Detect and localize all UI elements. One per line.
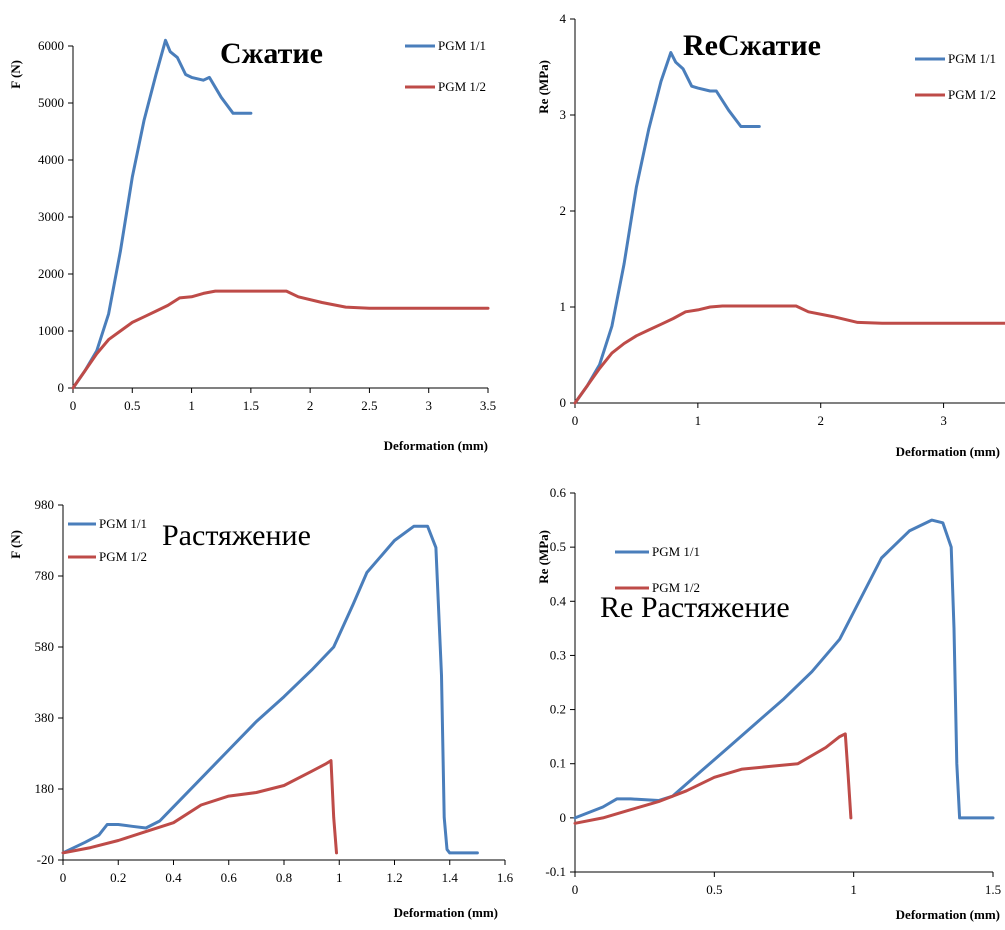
legend-label: PGM 1/2 bbox=[99, 549, 147, 564]
y-tick-label: 2 bbox=[560, 203, 567, 218]
x-tick-label: 1.2 bbox=[386, 870, 402, 885]
chart-tension-force: 0 0.2 0.4 0.6 0.8 1 1.2 1.4 1.6 -20 180 380 580 780 98… bbox=[8, 497, 514, 920]
y-tick-label: 1 bbox=[560, 299, 567, 314]
legend-label: PGM 1/2 bbox=[652, 580, 700, 595]
x-tick-label: 1.4 bbox=[442, 870, 459, 885]
y-tick-label: 1000 bbox=[38, 323, 64, 338]
y-tick-label: 3000 bbox=[38, 209, 64, 224]
y-tick-label: 2000 bbox=[38, 266, 64, 281]
y-tick-label: 0.2 bbox=[550, 702, 566, 717]
y-tick-label: 0 bbox=[560, 395, 567, 410]
y-tick-label: 380 bbox=[35, 710, 55, 725]
y-tick-label: 4000 bbox=[38, 152, 64, 167]
x-tick-label: 0.2 bbox=[110, 870, 126, 885]
series-line-pgm-1-1 bbox=[61, 524, 479, 855]
x-tick-label: 0 bbox=[572, 413, 579, 428]
legend-label: PGM 1/1 bbox=[652, 544, 700, 559]
x-tick-label: 1 bbox=[695, 413, 702, 428]
y-tick-label: 3 bbox=[560, 107, 567, 122]
y-axis-label: F (N) bbox=[8, 530, 23, 559]
x-tick-label: 1 bbox=[188, 398, 195, 413]
series-line-pgm-1-2 bbox=[573, 732, 853, 825]
y-axis-label: Re (MPa) bbox=[536, 60, 551, 114]
series-line-pgm-1-1 bbox=[71, 38, 253, 390]
y-tick-label: 6000 bbox=[38, 38, 64, 53]
x-axis-label: Deformation (mm) bbox=[384, 438, 488, 453]
chart-tension-stress: 0 0.5 1 1.5 -0.1 0 0.1 0.2 0.3 0.4 0.5 0.6 Deformati… bbox=[536, 485, 1001, 922]
x-tick-label: 0.5 bbox=[124, 398, 140, 413]
chart-title: Re Растяжение bbox=[600, 591, 790, 624]
x-tick-label: 0.4 bbox=[165, 870, 182, 885]
y-tick-label: 0.4 bbox=[550, 593, 567, 608]
y-tick-label: 0.1 bbox=[550, 756, 566, 771]
y-axis-label: F (N) bbox=[8, 60, 23, 89]
series-line-pgm-1-2 bbox=[573, 304, 1005, 405]
x-tick-label: 2 bbox=[817, 413, 824, 428]
legend-label: PGM 1/2 bbox=[438, 79, 486, 94]
y-tick-label: 780 bbox=[35, 568, 55, 583]
y-tick-label: 580 bbox=[35, 639, 55, 654]
y-tick-label: 0 bbox=[560, 810, 567, 825]
y-tick-label: -0.1 bbox=[545, 864, 566, 879]
chart-title: Растяжение bbox=[162, 519, 311, 552]
legend-label: PGM 1/2 bbox=[948, 87, 996, 102]
x-tick-label: 2.5 bbox=[361, 398, 377, 413]
x-tick-label: 3.5 bbox=[480, 398, 496, 413]
x-axis-label: Deformation (mm) bbox=[896, 444, 1000, 459]
x-tick-label: 0.8 bbox=[276, 870, 292, 885]
legend-label: PGM 1/1 bbox=[99, 516, 147, 531]
legend-label: PGM 1/1 bbox=[948, 51, 996, 66]
series-line-pgm-1-2 bbox=[61, 759, 338, 855]
x-tick-label: 0 bbox=[572, 882, 579, 897]
series-line-pgm-1-1 bbox=[573, 518, 995, 820]
y-tick-label: 980 bbox=[35, 497, 55, 512]
chart-compression-force: 0 0.5 1 1.5 2 2.5 3 3.5 0 1000 2000 3000 4000 5000 600… bbox=[8, 37, 496, 453]
y-tick-label: 0.5 bbox=[550, 539, 566, 554]
x-axis-label: Deformation (mm) bbox=[394, 905, 498, 920]
chart-compression-stress: 0 1 2 3 0 1 2 3 4 Deformation (mm) Re (MPa) PGM 1/1… bbox=[536, 11, 1005, 459]
x-tick-label: 1 bbox=[850, 882, 857, 897]
y-tick-label: 0.6 bbox=[550, 485, 567, 500]
x-tick-label: 0 bbox=[70, 398, 77, 413]
y-axis-label: Re (MPa) bbox=[536, 530, 551, 584]
x-tick-label: 1.5 bbox=[243, 398, 259, 413]
y-tick-label: 180 bbox=[35, 781, 55, 796]
x-tick-label: 3 bbox=[425, 398, 432, 413]
y-tick-label: 0.3 bbox=[550, 647, 566, 662]
x-tick-label: 0.6 bbox=[221, 870, 238, 885]
x-tick-label: 1.5 bbox=[985, 882, 1001, 897]
x-tick-label: 2 bbox=[307, 398, 314, 413]
series-line-pgm-1-1 bbox=[573, 51, 761, 405]
x-tick-label: 0 bbox=[60, 870, 67, 885]
y-tick-label: -20 bbox=[37, 852, 54, 867]
series-line-pgm-1-2 bbox=[71, 289, 490, 390]
x-tick-label: 1 bbox=[336, 870, 343, 885]
x-tick-label: 3 bbox=[940, 413, 947, 428]
chart-title: Сжатие bbox=[220, 37, 323, 70]
y-tick-label: 5000 bbox=[38, 95, 64, 110]
x-axis-label: Deformation (mm) bbox=[896, 907, 1000, 922]
chart-title: ReСжатие bbox=[683, 29, 821, 62]
x-tick-label: 0.5 bbox=[706, 882, 722, 897]
y-tick-label: 4 bbox=[560, 11, 567, 26]
x-tick-label: 1.6 bbox=[497, 870, 514, 885]
y-tick-label: 0 bbox=[58, 380, 65, 395]
legend-label: PGM 1/1 bbox=[438, 38, 486, 53]
